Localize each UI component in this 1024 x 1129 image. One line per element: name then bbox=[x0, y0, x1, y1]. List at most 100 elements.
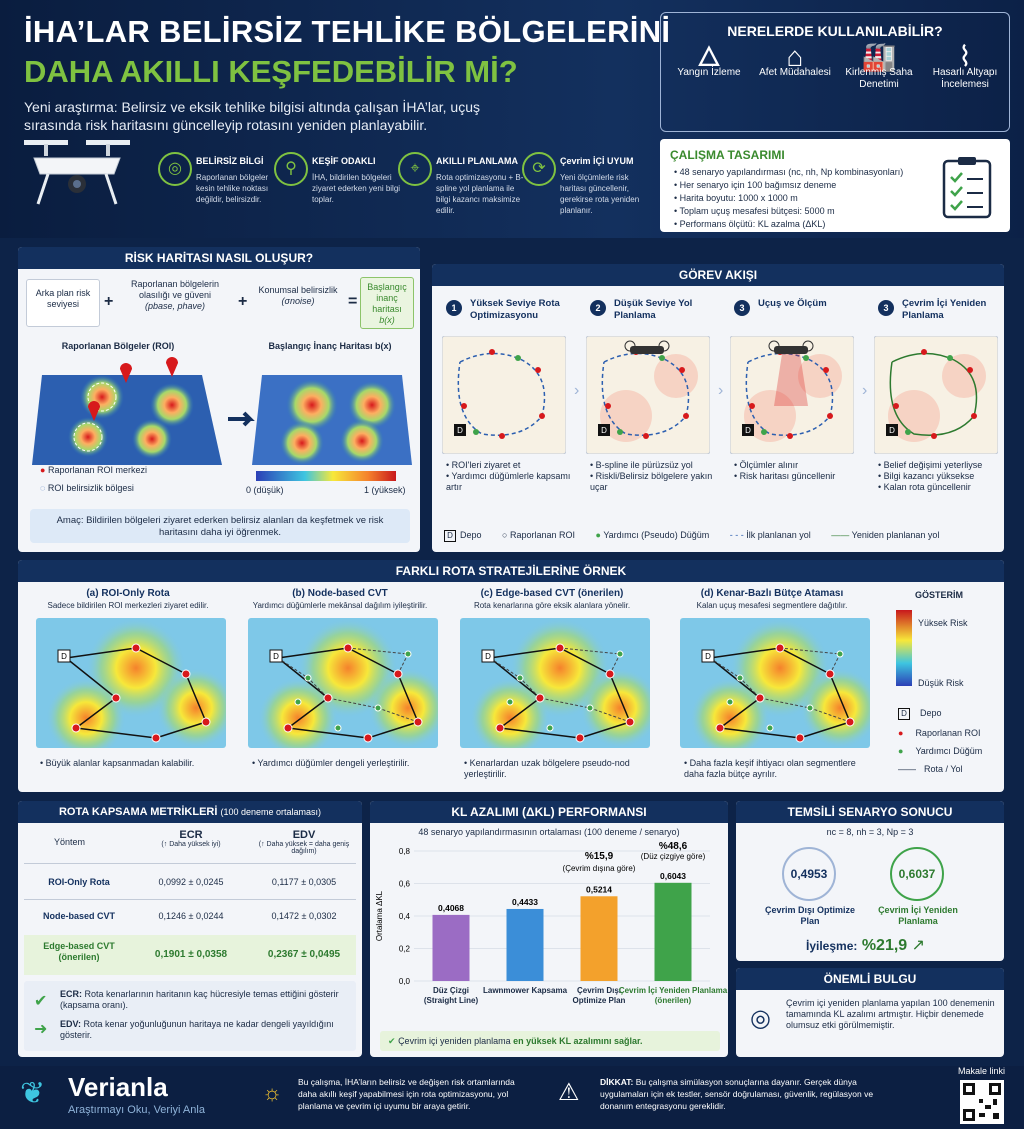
check-icon: ✔ bbox=[388, 1036, 396, 1046]
strategy-map: D bbox=[680, 618, 870, 748]
strategy-card: (c) Edge-based CVT (önerilen) Rota kenar… bbox=[450, 588, 654, 779]
bar bbox=[654, 882, 692, 981]
offline-score: 0,4953 bbox=[782, 847, 836, 901]
magnifier-icon: ⚲ bbox=[274, 152, 308, 186]
leaf-icon: ❦ bbox=[20, 1077, 46, 1110]
table-row: Edge-based CVT (önerilen) 0,1901 ± 0,035… bbox=[24, 935, 356, 975]
y-tick-label: 0,8 bbox=[399, 847, 411, 856]
task-flow-panel: GÖREV AKIŞI 1 Yüksek Seviye Rota Optimiz… bbox=[432, 264, 1004, 552]
usage-infrastructure: ⌇ Hasarlı Altyapı İncelemesi bbox=[925, 41, 1005, 91]
flow-map: D bbox=[442, 336, 566, 454]
strategy-map: D bbox=[460, 618, 650, 748]
chart-title: KL AZALIMI (ΔKL) PERFORMANSI bbox=[370, 801, 728, 823]
bar-value-label: 0,6043 bbox=[660, 871, 686, 881]
goal-box: Amaç: Bildirilen bölgeleri ziyaret ederk… bbox=[30, 509, 410, 543]
kl-chart-panel: KL AZALIMI (ΔKL) PERFORMANSI 48 senaryo … bbox=[370, 801, 728, 1057]
roi-belief-maps bbox=[32, 357, 412, 465]
strategy-card: (b) Node-based CVT Yardımcı düğümlerle m… bbox=[238, 588, 442, 768]
bar-value-label: 0,5214 bbox=[586, 884, 612, 894]
scenario-title: TEMSİLİ SENARYO SONUCU bbox=[736, 801, 1004, 823]
target-icon: ◎ bbox=[158, 152, 192, 186]
flow-map: D bbox=[874, 336, 998, 454]
target-icon: ◎ bbox=[750, 1005, 771, 1032]
flow-map: D bbox=[730, 336, 854, 454]
brand: Verianla bbox=[68, 1072, 168, 1102]
qr-code-icon[interactable] bbox=[960, 1080, 1004, 1124]
risk-title: RİSK HARİTASI NASIL OLUŞUR? bbox=[18, 247, 420, 269]
factory-icon: 🏭 bbox=[861, 41, 897, 72]
usage-box: NERELERDE KULLANILABİLİR? 🜂 Yangın İzleme… bbox=[660, 12, 1010, 132]
annotation-sub: (Çevrim dışına göre) bbox=[563, 864, 636, 873]
usage-fire: 🜂 Yangın İzleme bbox=[669, 41, 749, 79]
study-design: ÇALIŞMA TASARIMI 48 senaryo yapılandırma… bbox=[660, 139, 1010, 232]
clipboard-icon bbox=[942, 157, 992, 219]
svg-text:D: D bbox=[457, 426, 463, 435]
annotation-sub: (Düz çizgiye göre) bbox=[641, 852, 706, 861]
x-tick-label: Lawnmower Kapsama bbox=[483, 986, 568, 995]
fire-icon: 🜂 bbox=[696, 41, 722, 72]
finding-title: ÖNEMLİ BULGU bbox=[736, 968, 1004, 990]
table-row: Node-based CVT 0,1246 ± 0,0244 0,1472 ± 0,… bbox=[42, 911, 337, 921]
lightbulb-icon: ☼ bbox=[262, 1080, 283, 1105]
x-tick-label: Düz Çizgi (Straight Line) bbox=[424, 986, 479, 1005]
arrow-icon: ➜ bbox=[34, 1021, 48, 1038]
annotation: %15,9 bbox=[585, 851, 614, 862]
y-tick-label: 0,4 bbox=[399, 912, 411, 921]
flow-legend: D Depo ○ Raporlanan ROI ● Yardımcı (Pseud… bbox=[444, 530, 996, 542]
y-tick-label: 0,2 bbox=[399, 945, 411, 954]
subtitle: Yeni araştırma: Belirsiz ve eksik tehlik… bbox=[24, 99, 480, 133]
table-row: ROI-Only Rota 0,0992 ± 0,0245 0,1177 ± 0,0… bbox=[48, 877, 337, 887]
metrics-panel: ROTA KAPSAMA METRİKLERİ (100 deneme orta… bbox=[18, 801, 362, 1057]
bar bbox=[432, 914, 470, 981]
strategy-card: (a) ROI-Only Rota Sadece bildirilen ROI … bbox=[26, 588, 230, 768]
svg-text:D: D bbox=[705, 652, 711, 661]
footer: ❦ Verianla Araştırmayı Oku, Veriyi Anla … bbox=[0, 1066, 1024, 1129]
drone-icon bbox=[24, 140, 130, 205]
svg-text:D: D bbox=[61, 652, 67, 661]
drone-icon bbox=[768, 340, 814, 354]
finding-panel: ÖNEMLİ BULGU ◎ Çevrim içi yeniden planla… bbox=[736, 968, 1004, 1057]
strategies-title: FARKLI ROTA STRATEJİLERİNE ÖRNEK bbox=[18, 560, 1004, 582]
svg-text:D: D bbox=[601, 426, 607, 435]
strategy-map: D bbox=[248, 618, 438, 748]
dashed-circle-icon: ◌ bbox=[40, 483, 46, 493]
strategies-legend: GÖSTERİM Yüksek Risk Düşük Risk D Depo ● R… bbox=[896, 590, 983, 774]
annotation: %48,6 bbox=[659, 841, 688, 852]
y-tick-label: 0,0 bbox=[399, 977, 411, 986]
refresh-icon: ⟳ bbox=[522, 152, 556, 186]
svg-text:D: D bbox=[745, 426, 751, 435]
check-shield-icon: ✔ bbox=[34, 993, 48, 1010]
svg-text:D: D bbox=[889, 426, 895, 435]
strategy-map: D bbox=[36, 618, 226, 748]
belief-scale bbox=[256, 471, 396, 481]
route-icon: ⌖ bbox=[398, 152, 432, 186]
chart-subtitle: 48 senaryo yapılandırmasının ortalaması … bbox=[418, 827, 680, 837]
strategy-card: (d) Kenar-Bazlı Bütçe Ataması Kalan uçuş… bbox=[670, 588, 874, 779]
risk-map-panel: RİSK HARİTASI NASIL OLUŞUR? Arka plan ri… bbox=[18, 247, 420, 552]
x-tick-label: Çevrim Dışı Optimize Plan bbox=[573, 986, 626, 1005]
online-score: 0,6037 bbox=[890, 847, 944, 901]
y-axis-label: Ortalama ΔKL bbox=[375, 890, 384, 941]
trend-up-icon: ↗ bbox=[911, 937, 926, 954]
warning-icon: ⚠ bbox=[558, 1079, 580, 1106]
bar bbox=[506, 908, 544, 981]
scenario-panel: TEMSİLİ SENARYO SONUCU nc = 8, nh = 3, N… bbox=[736, 801, 1004, 961]
usage-disaster: ⌂ Afet Müdahalesi bbox=[755, 41, 835, 79]
svg-text:D: D bbox=[485, 652, 491, 661]
usage-title: NERELERDE KULLANILABİLİR? bbox=[727, 23, 943, 39]
x-tick-label: Çevrim İçi Yeniden Planlama (önerilen) bbox=[619, 986, 728, 1005]
chevron-right-icon: › bbox=[574, 382, 580, 399]
y-tick-label: 0,6 bbox=[399, 880, 411, 889]
bar-value-label: 0,4433 bbox=[512, 897, 538, 907]
usage-contaminated: 🏭 Kirlenmiş Saha Denetimi bbox=[839, 41, 919, 91]
chevron-right-icon: › bbox=[718, 382, 724, 399]
house-icon: ⌂ bbox=[786, 41, 804, 72]
pin-icon: ● bbox=[40, 465, 46, 475]
title-line-1: İHA’LAR BELİRSİZ TEHLİKE BÖLGELERİNİ bbox=[24, 14, 671, 49]
drone-icon bbox=[624, 340, 670, 354]
arrow-icon bbox=[228, 411, 255, 427]
strategies-panel: FARKLI ROTA STRATEJİLERİNE ÖRNEK (a) ROI… bbox=[18, 560, 1004, 792]
bridge-icon: ⌇ bbox=[958, 41, 972, 72]
bar bbox=[580, 896, 618, 981]
chevron-right-icon: › bbox=[862, 382, 868, 399]
